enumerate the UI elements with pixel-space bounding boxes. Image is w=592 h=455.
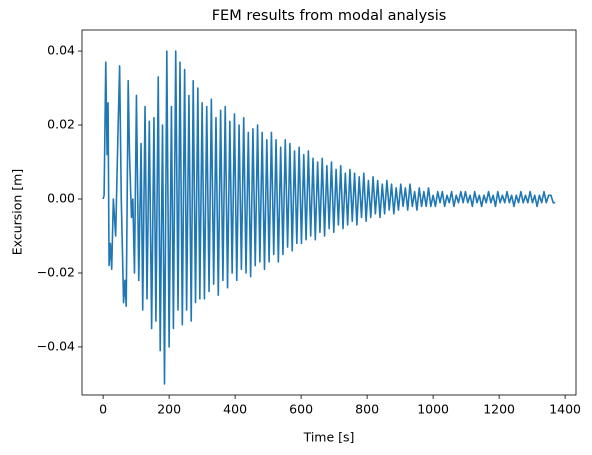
x-tick-label: 1400 — [549, 402, 581, 417]
y-tick-label: −0.04 — [37, 338, 75, 353]
x-tick-label: 1200 — [483, 402, 515, 417]
x-tick-label: 600 — [289, 402, 313, 417]
y-tick-label: −0.02 — [37, 264, 75, 279]
y-tick-label: 0.00 — [47, 191, 75, 206]
x-tick-label: 200 — [157, 402, 181, 417]
chart-title: FEM results from modal analysis — [212, 8, 447, 24]
x-tick-label: 400 — [223, 402, 247, 417]
y-tick-label: 0.04 — [47, 43, 75, 58]
data-line — [102, 50, 556, 385]
x-tick-label: 1000 — [417, 402, 449, 417]
y-tick-label: 0.02 — [47, 117, 75, 132]
x-tick-label: 0 — [99, 402, 107, 417]
x-tick-label: 800 — [355, 402, 379, 417]
plot-frame — [81, 29, 577, 396]
y-axis-label: Excursion [m] — [10, 169, 25, 255]
x-axis-label: Time [s] — [303, 430, 355, 445]
